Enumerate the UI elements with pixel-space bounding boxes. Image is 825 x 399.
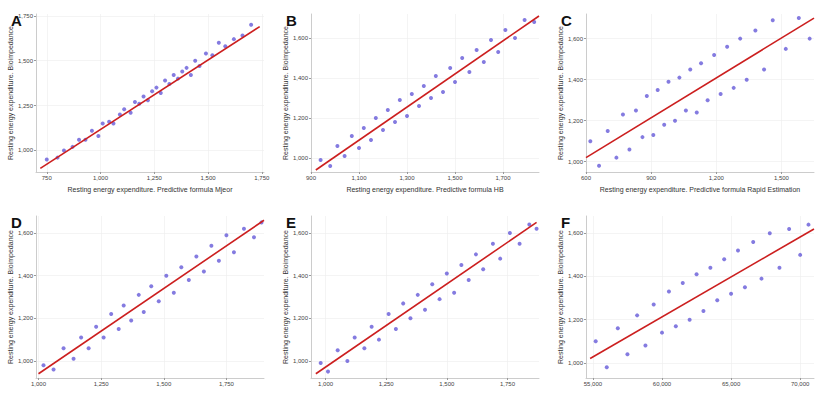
svg-text:1,200: 1,200	[293, 315, 309, 321]
svg-text:1,200: 1,200	[568, 317, 584, 323]
svg-text:1,750: 1,750	[254, 175, 270, 181]
svg-text:1,250: 1,250	[18, 103, 34, 109]
svg-text:600: 600	[581, 175, 592, 181]
svg-text:C: C	[561, 12, 572, 29]
svg-text:B: B	[286, 12, 297, 29]
svg-text:1,700: 1,700	[495, 175, 511, 181]
svg-text:F: F	[561, 214, 570, 231]
svg-text:1,500: 1,500	[18, 58, 34, 64]
svg-text:1,400: 1,400	[568, 77, 584, 83]
svg-text:900: 900	[646, 175, 657, 181]
svg-text:1,000: 1,000	[293, 155, 309, 161]
svg-text:1,250: 1,250	[379, 381, 395, 387]
svg-text:750: 750	[42, 175, 53, 181]
svg-text:Resting energy expenditure. Bi: Resting energy expenditure. Bioimpedance	[7, 230, 15, 364]
svg-text:1,600: 1,600	[18, 230, 33, 237]
svg-text:Resting energy expenditure. Pr: Resting energy expenditure. Predictive f…	[68, 186, 234, 194]
svg-text:1,500: 1,500	[439, 381, 455, 387]
svg-text:65,000: 65,000	[722, 381, 741, 387]
svg-text:1,250: 1,250	[147, 175, 163, 181]
svg-text:1,600: 1,600	[293, 230, 308, 237]
svg-text:1,750: 1,750	[18, 12, 33, 19]
svg-text:1,200: 1,200	[293, 115, 309, 121]
svg-text:1,100: 1,100	[351, 175, 367, 181]
svg-text:1,000: 1,000	[293, 358, 309, 364]
svg-text:900: 900	[306, 175, 317, 181]
svg-text:1,200: 1,200	[709, 175, 725, 181]
svg-text:1,750: 1,750	[500, 381, 516, 387]
svg-text:Resting energy expenditure. Bi: Resting energy expenditure. Bioimpedance	[7, 26, 15, 160]
svg-text:Resting energy expenditure. Bi: Resting energy expenditure. Bioimpedance	[557, 26, 565, 160]
svg-text:1,750: 1,750	[219, 381, 235, 387]
svg-text:1,000: 1,000	[568, 159, 584, 165]
svg-text:1,500: 1,500	[156, 381, 172, 387]
svg-text:1,250: 1,250	[94, 381, 110, 387]
svg-text:70,000: 70,000	[791, 381, 810, 387]
svg-text:Resting energy expenditure. Bi: Resting energy expenditure. Bioimpedance	[282, 26, 290, 160]
svg-text:1,200: 1,200	[568, 118, 584, 124]
svg-text:A: A	[11, 12, 22, 29]
svg-text:1,400: 1,400	[18, 273, 34, 279]
svg-text:1,000: 1,000	[31, 381, 47, 387]
svg-text:1,000: 1,000	[18, 147, 34, 153]
svg-text:1,200: 1,200	[18, 315, 34, 321]
svg-text:1,600: 1,600	[293, 35, 309, 41]
svg-text:1,000: 1,000	[568, 360, 584, 366]
svg-text:1,600: 1,600	[568, 36, 584, 42]
svg-text:55,000: 55,000	[584, 381, 603, 387]
svg-text:D: D	[11, 214, 22, 231]
svg-text:1,400: 1,400	[293, 273, 309, 279]
svg-text:1,500: 1,500	[774, 175, 790, 181]
svg-text:1,500: 1,500	[447, 175, 463, 181]
svg-text:1,600: 1,600	[568, 230, 584, 236]
svg-text:Resting energy expenditure. Bi: Resting energy expenditure. Bioimpedance	[282, 230, 290, 364]
svg-text:Resting energy expenditure. Pr: Resting energy expenditure. Predictive f…	[600, 186, 800, 194]
svg-text:1,400: 1,400	[568, 273, 584, 279]
svg-text:1,000: 1,000	[93, 175, 109, 181]
svg-text:1,500: 1,500	[201, 175, 217, 181]
svg-text:E: E	[286, 214, 296, 231]
svg-text:Resting energy expenditure. Bi: Resting energy expenditure. Bioimpedance	[557, 230, 565, 364]
svg-text:1,000: 1,000	[18, 358, 34, 364]
svg-text:1,400: 1,400	[293, 75, 309, 81]
svg-text:1,000: 1,000	[318, 381, 334, 387]
svg-text:1,300: 1,300	[399, 175, 415, 181]
svg-text:60,000: 60,000	[653, 381, 672, 387]
svg-text:Resting energy expenditure. Pr: Resting energy expenditure. Predictive f…	[346, 186, 504, 194]
